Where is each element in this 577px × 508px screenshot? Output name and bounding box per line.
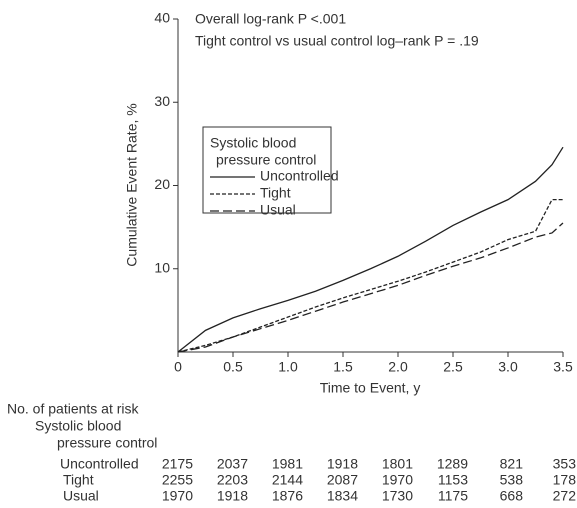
risk-value: 1970 [382,472,413,488]
y-tick-label: 20 [154,176,170,192]
risk-value: 2087 [327,472,358,488]
risk-value: 2144 [272,472,303,488]
y-tick-label: 30 [154,93,170,109]
series-line [177,222,564,353]
annotation: Tight control vs usual control log–rank … [195,33,479,49]
risk-value: 353 [553,456,577,472]
risk-value: 1834 [327,488,358,504]
legend-title: pressure control [216,152,316,168]
x-tick-label: 0 [174,359,182,375]
x-tick-label: 1.0 [278,359,298,375]
risk-table-title: No. of patients at risk [7,401,140,417]
risk-value: 2037 [217,456,248,472]
risk-row-label: Uncontrolled [60,456,139,472]
risk-value: 1918 [327,456,358,472]
legend-box [202,126,332,214]
y-axis-title: Cumulative Event Rate, % [124,103,140,266]
annotation: Overall log-rank P <.001 [195,11,346,27]
risk-value: 2203 [217,472,248,488]
x-tick-label: 1.5 [333,359,353,375]
y-tick-label: 40 [154,10,170,26]
risk-value: 1876 [272,488,303,504]
risk-value: 1981 [272,456,303,472]
risk-row-label: Tight [63,472,94,488]
series-line [177,198,563,353]
legend-label: Uncontrolled [260,168,339,184]
risk-row-label: Usual [63,488,99,504]
risk-value: 1918 [217,488,248,504]
x-tick-label: 3.0 [498,359,518,375]
risk-table-title: pressure control [57,435,157,451]
risk-value: 668 [500,488,524,504]
x-axis-title: Time to Event, y [320,380,421,396]
legend-title: Systolic blood [210,135,296,151]
y-tick-label: 10 [154,259,170,275]
risk-value: 272 [553,488,577,504]
risk-value: 1970 [162,488,193,504]
risk-value: 538 [500,472,524,488]
legend-label: Usual [260,202,296,218]
x-tick-label: 3.5 [553,359,573,375]
x-tick-label: 2.0 [388,359,408,375]
risk-table-title: Systolic blood [35,418,121,434]
x-tick-label: 0.5 [223,359,243,375]
risk-value: 821 [500,456,524,472]
risk-value: 1153 [438,472,468,488]
risk-value: 1289 [437,456,468,472]
risk-value: 2255 [162,472,193,488]
risk-value: 1801 [382,456,413,472]
risk-value: 1175 [438,488,468,504]
risk-value: 1730 [382,488,413,504]
risk-value: 2175 [162,456,193,472]
legend-label: Tight [260,185,291,201]
risk-value: 178 [553,472,577,488]
x-tick-label: 2.5 [443,359,463,375]
series-line [177,146,564,353]
